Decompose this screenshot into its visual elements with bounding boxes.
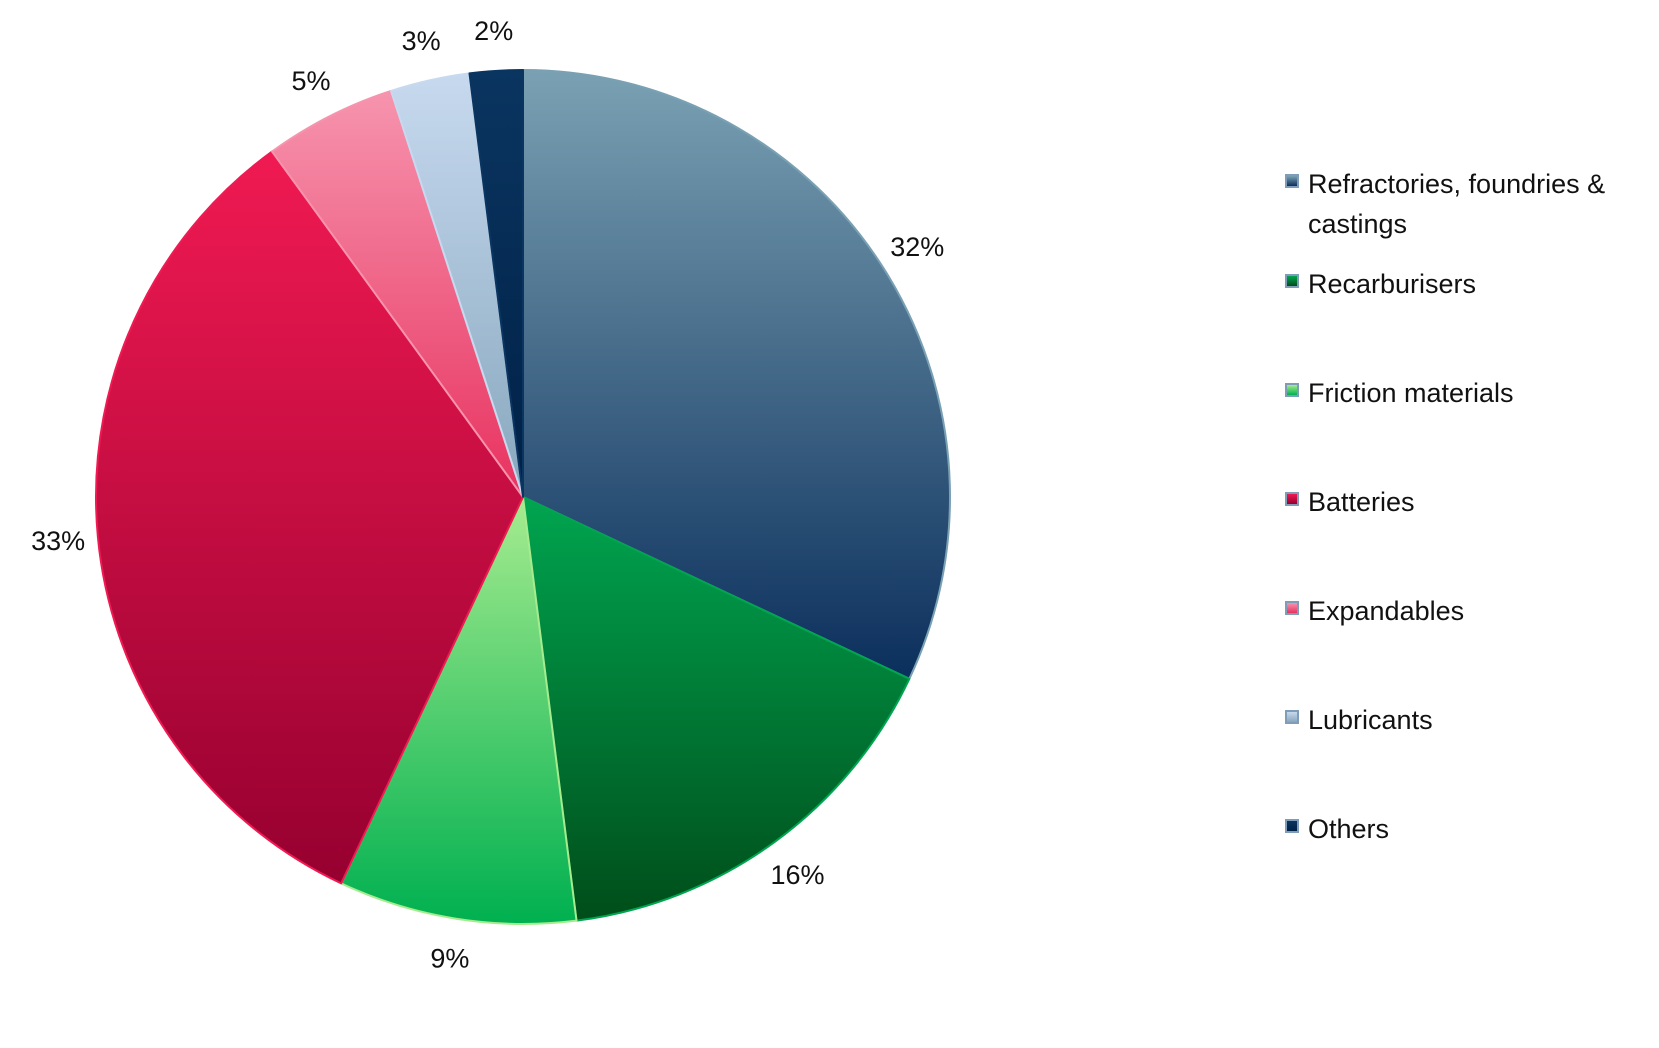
legend-item-friction-materials: Friction materials <box>1285 373 1648 413</box>
legend-item-recarburisers: Recarburisers <box>1285 264 1648 304</box>
data-label-friction-materials: 9% <box>430 943 469 973</box>
legend-swatch-expandables <box>1285 601 1299 615</box>
legend-label-others: Others <box>1308 814 1390 844</box>
legend-label-recarburisers: Recarburisers <box>1308 269 1477 299</box>
legend-label-expandables: Expandables <box>1308 596 1465 626</box>
legend-swatch-refractories <box>1285 174 1299 188</box>
pie-slice-others <box>468 69 524 498</box>
legend-item-lubricants: Lubricants <box>1285 700 1648 740</box>
data-label-recarburisers: 16% <box>770 860 824 890</box>
legend-item-others: Others <box>1285 809 1648 849</box>
data-label-refractories: 32% <box>890 232 944 262</box>
pie-slice-friction-materials <box>340 496 578 925</box>
legend-swatch-lubricants <box>1285 710 1299 724</box>
legend-swatch-friction-materials <box>1285 383 1299 397</box>
data-label-lubricants: 3% <box>402 26 441 56</box>
legend-item-expandables: Expandables <box>1285 591 1648 631</box>
legend-swatch-others <box>1285 819 1299 833</box>
legend-label-batteries: Batteries <box>1308 487 1415 517</box>
legend-label-friction-materials: Friction materials <box>1308 378 1514 408</box>
data-label-others: 2% <box>474 16 513 46</box>
pie-slice-refractories <box>522 69 951 680</box>
legend-swatch-recarburisers <box>1285 274 1299 288</box>
data-label-batteries: 33% <box>31 526 85 556</box>
legend-label-lubricants: Lubricants <box>1308 705 1433 735</box>
legend-swatch-batteries <box>1285 492 1299 506</box>
pie-slice-recarburisers <box>522 496 911 922</box>
pie-slice-batteries <box>95 150 524 885</box>
legend-item-refractories: Refractories, foundries & castings <box>1285 164 1648 244</box>
data-label-expandables: 5% <box>291 66 330 96</box>
legend-item-batteries: Batteries <box>1285 482 1648 522</box>
legend-label-refractories: Refractories, foundries & castings <box>1308 169 1606 239</box>
